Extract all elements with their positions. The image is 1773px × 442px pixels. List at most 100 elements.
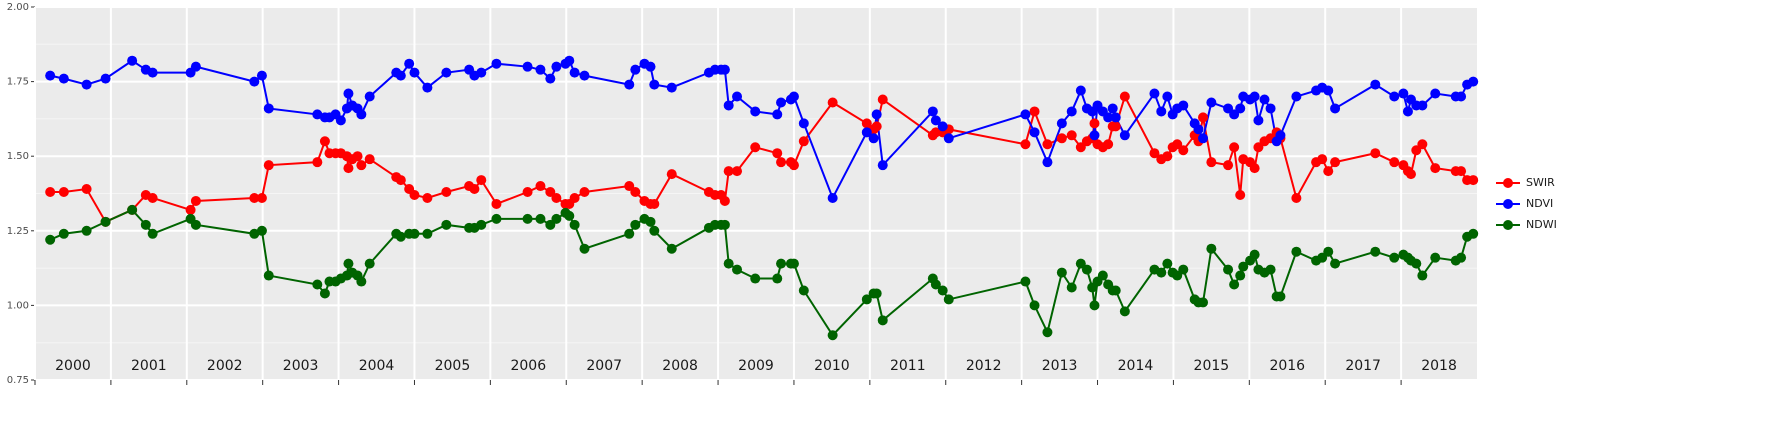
point xyxy=(1430,163,1441,174)
point xyxy=(1417,270,1428,281)
point xyxy=(877,94,888,105)
point xyxy=(522,187,533,198)
legend-label: SWIR xyxy=(1526,176,1555,189)
point xyxy=(788,160,799,171)
point xyxy=(1468,76,1479,87)
point xyxy=(871,288,882,299)
point xyxy=(750,106,761,117)
point xyxy=(422,192,433,203)
point xyxy=(476,175,487,186)
point xyxy=(476,219,487,230)
point xyxy=(491,198,502,209)
point xyxy=(551,192,562,203)
point xyxy=(263,160,274,171)
point xyxy=(772,109,783,120)
point xyxy=(58,73,69,84)
point xyxy=(312,109,323,120)
point xyxy=(1405,169,1416,180)
point xyxy=(772,148,783,159)
legend-key-point xyxy=(1503,178,1513,188)
year-label: 2003 xyxy=(283,358,319,374)
point xyxy=(1020,276,1031,287)
point xyxy=(1162,258,1173,269)
point xyxy=(319,136,330,147)
point xyxy=(1149,88,1160,99)
point xyxy=(100,216,111,227)
point xyxy=(81,225,92,236)
point xyxy=(937,285,948,296)
point xyxy=(356,276,367,287)
point xyxy=(491,213,502,224)
point xyxy=(1253,115,1264,126)
point xyxy=(1229,279,1240,290)
point xyxy=(1235,270,1246,281)
point xyxy=(1110,112,1121,123)
point xyxy=(719,195,730,206)
point xyxy=(1389,157,1400,168)
point xyxy=(1198,297,1209,308)
point xyxy=(1056,133,1067,144)
point xyxy=(1370,246,1381,257)
point xyxy=(535,213,546,224)
point xyxy=(930,115,941,126)
point xyxy=(788,91,799,102)
point xyxy=(1149,148,1160,159)
point xyxy=(1107,103,1118,114)
point xyxy=(1119,130,1130,141)
point xyxy=(185,204,196,215)
point xyxy=(798,136,809,147)
point xyxy=(522,213,533,224)
point xyxy=(1156,106,1167,117)
point xyxy=(249,228,260,239)
point xyxy=(776,258,787,269)
point xyxy=(732,264,743,275)
point xyxy=(1029,300,1040,311)
point xyxy=(312,157,323,168)
point xyxy=(732,166,743,177)
point xyxy=(535,181,546,192)
point xyxy=(1075,85,1086,96)
point xyxy=(1389,91,1400,102)
point xyxy=(649,225,660,236)
year-label: 2000 xyxy=(55,358,91,374)
point xyxy=(249,76,260,87)
point xyxy=(127,55,138,66)
point xyxy=(45,187,56,198)
point xyxy=(45,234,56,245)
y-tick-label: 1.50 xyxy=(7,151,29,162)
point xyxy=(579,243,590,254)
point xyxy=(569,192,580,203)
point xyxy=(1081,264,1092,275)
point xyxy=(1178,100,1189,111)
point xyxy=(1249,249,1260,260)
point xyxy=(1223,264,1234,275)
y-tick-label: 1.75 xyxy=(7,77,29,88)
legend-key-point xyxy=(1503,199,1513,209)
point xyxy=(545,73,556,84)
point xyxy=(1103,139,1114,150)
point xyxy=(1291,246,1302,257)
point xyxy=(630,64,641,75)
point xyxy=(861,127,872,138)
point xyxy=(364,154,375,165)
legend-key-point xyxy=(1503,220,1513,230)
point xyxy=(1249,163,1260,174)
point xyxy=(624,79,635,90)
point xyxy=(1330,103,1341,114)
point xyxy=(861,118,872,129)
point xyxy=(943,294,954,305)
point xyxy=(943,133,954,144)
point xyxy=(1066,106,1077,117)
y-tick-label: 0.75 xyxy=(7,375,29,386)
point xyxy=(1456,252,1467,263)
legend-label: NDWI xyxy=(1526,218,1557,231)
point xyxy=(469,184,480,195)
year-label: 2008 xyxy=(662,358,698,374)
point xyxy=(1029,106,1040,117)
point xyxy=(1330,157,1341,168)
point xyxy=(335,115,346,126)
point xyxy=(256,192,267,203)
point xyxy=(1229,142,1240,153)
point xyxy=(1417,100,1428,111)
